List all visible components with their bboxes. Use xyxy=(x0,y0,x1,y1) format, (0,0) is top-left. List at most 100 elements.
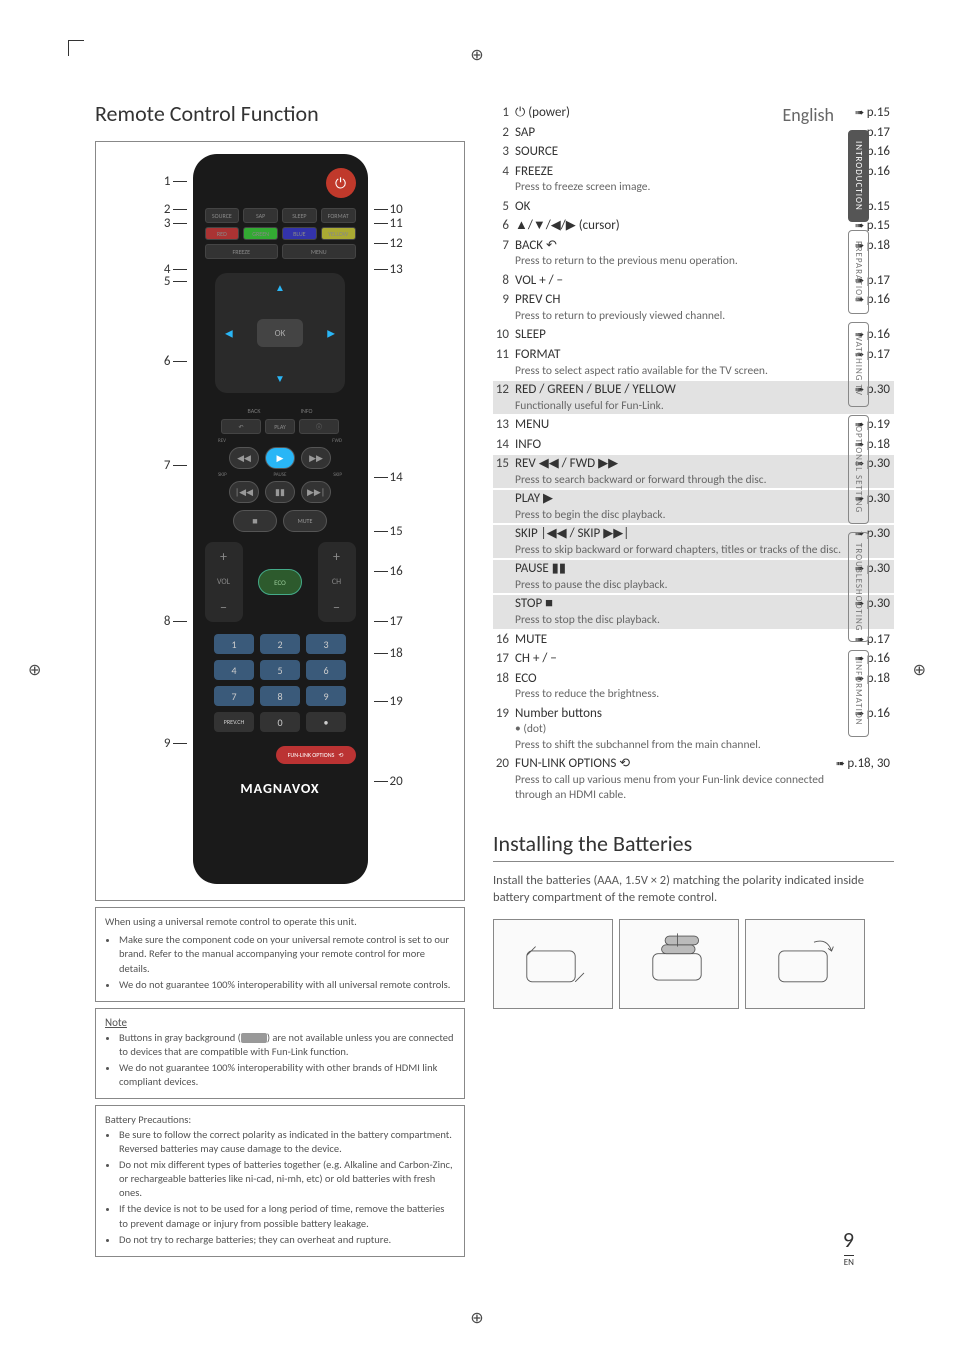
ref-item-15-2: SKIP |◀◀ / SKIP ▶▶|Press to skip backwar… xyxy=(493,525,894,558)
num-5: 5 xyxy=(260,660,300,680)
ref-item-19: 19Number buttons• (dot)Press to shift th… xyxy=(493,705,894,754)
right-column: 1⏻ (power)p.152SAPp.173SOURCEp.164FREEZE… xyxy=(493,100,894,1257)
registration-mark-right: ⊕ xyxy=(913,660,926,680)
callout-3: 3 xyxy=(164,216,187,231)
num-0: 0 xyxy=(260,712,300,732)
callout-12: 12 xyxy=(374,236,403,251)
tab-preparation: PREPARATION xyxy=(848,230,869,314)
callout-2: 2 xyxy=(164,202,187,217)
ch-rocker: +CH− xyxy=(318,542,356,622)
ref-item-15-1: PLAY ▶Press to begin the disc playback.p… xyxy=(493,490,894,523)
battery-precautions-box: Battery Precautions: Be sure to follow t… xyxy=(95,1105,465,1257)
brand-logo: MAGNAVOX xyxy=(240,780,319,797)
num-9: 9 xyxy=(306,686,346,706)
callout-7: 7 xyxy=(164,458,187,473)
ok-button: OK xyxy=(257,319,303,347)
ref-item-17: 17CH + / −p.16 xyxy=(493,650,894,668)
callout-18: 18 xyxy=(374,646,403,661)
ref-item-7: 7BACK ↶Press to return to the previous m… xyxy=(493,237,894,270)
callout-15: 15 xyxy=(374,524,403,539)
ref-item-20: 20FUN-LINK OPTIONS ⟲Press to call up var… xyxy=(493,755,894,804)
registration-mark-top: ⊕ xyxy=(470,45,483,65)
battery-step-2 xyxy=(619,919,739,1009)
registration-mark-left: ⊕ xyxy=(28,660,41,680)
remote-btn-green: GREEN xyxy=(243,227,278,240)
remote-diagram: 123456789 ⏻ SOURCESAPSLEEPFORMAT REDGREE… xyxy=(95,141,465,901)
callout-17: 17 xyxy=(374,614,403,629)
num-3: 3 xyxy=(306,634,346,654)
callout-6: 6 xyxy=(164,354,187,369)
note-box: Note Buttons in gray background () are n… xyxy=(95,1008,465,1100)
button-reference-list: 1⏻ (power)p.152SAPp.173SOURCEp.164FREEZE… xyxy=(493,104,894,804)
callout-5: 5 xyxy=(164,274,187,289)
ref-item-2: 2SAPp.17 xyxy=(493,124,894,142)
ref-item-9: 9PREV CHPress to return to previously vi… xyxy=(493,291,894,324)
page-number: 9 EN xyxy=(843,1229,854,1270)
callout-11: 11 xyxy=(374,216,403,231)
num-6: 6 xyxy=(306,660,346,680)
callout-19: 19 xyxy=(374,694,403,709)
callout-14: 14 xyxy=(374,470,403,485)
num-7: 7 xyxy=(214,686,254,706)
tab-introduction: INTRODUCTION xyxy=(848,130,869,222)
ref-item-5: 5OKp.15 xyxy=(493,198,894,216)
gray-button-note: Buttons in gray background () are not av… xyxy=(119,1031,455,1059)
tab-watching-tv: WATCHING TV xyxy=(848,322,869,407)
callout-8: 8 xyxy=(164,614,187,629)
ref-item-14: 14INFOp.18 xyxy=(493,436,894,454)
ref-item-4: 4FREEZEPress to freeze screen image.p.16 xyxy=(493,163,894,196)
callout-10: 10 xyxy=(374,202,403,217)
remote-btn-sleep: SLEEP xyxy=(282,208,317,223)
battery-step-3 xyxy=(745,919,865,1009)
tab-information: INFORMATION xyxy=(848,650,869,737)
gray-swatch-icon xyxy=(241,1033,267,1043)
remote-btn-format: FORMAT xyxy=(321,208,356,223)
funlink-button: FUN-LINK OPTIONS ⟲ xyxy=(276,746,356,764)
ref-item-15-4: STOP ■Press to stop the disc playback.p.… xyxy=(493,595,894,628)
vol-ch-row: +VOL− ECO +CH− xyxy=(205,542,356,622)
tab-troubleshooting: TROUBLESHOOTING xyxy=(848,532,869,642)
num-4: 4 xyxy=(214,660,254,680)
remote-btn-yellow: YELLOW xyxy=(321,227,356,240)
universal-remote-note: When using a universal remote control to… xyxy=(95,907,465,1002)
tab-optional-setting: OPTIONAL SETTING xyxy=(848,415,869,524)
battery-step-1 xyxy=(493,919,613,1009)
number-pad: 123456789PREV.CH0• xyxy=(214,634,346,732)
section-tabs: INTRODUCTION PREPARATION WATCHING TV OPTION… xyxy=(848,130,869,737)
num-8: 8 xyxy=(260,686,300,706)
eco-button: ECO xyxy=(258,569,302,595)
remote-btn-freeze: FREEZE xyxy=(205,244,279,259)
ref-item-16: 16MUTEp.17 xyxy=(493,631,894,649)
remote-body: ⏻ SOURCESAPSLEEPFORMAT REDGREENBLUEYELLO… xyxy=(193,154,368,884)
color-button-row: REDGREENBLUEYELLOW xyxy=(205,227,356,240)
num-1: 1 xyxy=(214,634,254,654)
playback-cluster: REVFWD ◀◀▶▶▶ SKIPPAUSESKIP |◀◀▮▮▶▶| ■MUT… xyxy=(210,438,350,532)
top-button-row: SOURCESAPSLEEPFORMAT xyxy=(205,208,356,223)
registration-mark-bottom: ⊕ xyxy=(470,1308,483,1328)
batteries-text: Install the batteries (AAA, 1.5V × 2) ma… xyxy=(493,872,894,907)
ref-item-15-0: 15REV ◀◀ / FWD ▶▶Press to search backwar… xyxy=(493,455,894,488)
left-column: Remote Control Function 123456789 ⏻ SOUR… xyxy=(95,100,465,1257)
crop-mark xyxy=(68,40,84,56)
callout-16: 16 xyxy=(374,564,403,579)
back-info-buttons: ↶ PLAY ⓘ xyxy=(205,419,356,434)
power-button: ⏻ xyxy=(326,168,356,198)
battery-illustrations xyxy=(493,919,894,1009)
ref-item-15-3: PAUSE ▮▮Press to pause the disc playback… xyxy=(493,560,894,593)
ref-item-6: 6▲/▼/◀/▶ (cursor)p.15 xyxy=(493,217,894,235)
back-info-row: BACK INFO xyxy=(205,407,356,415)
freeze-menu-row: FREEZEMENU xyxy=(205,244,356,259)
ref-item-18: 18ECOPress to reduce the brightness.p.18 xyxy=(493,670,894,703)
callout-1: 1 xyxy=(164,174,187,189)
num-•: • xyxy=(306,712,346,732)
vol-rocker: +VOL− xyxy=(205,542,243,622)
remote-btn-menu: MENU xyxy=(282,244,356,259)
remote-btn-source: SOURCE xyxy=(205,208,240,223)
batteries-title: Installing the Batteries xyxy=(493,830,894,862)
navigation-ring: ▲▼ ◀▶ OK xyxy=(215,273,345,393)
ref-item-10: 10SLEEPp.16 xyxy=(493,326,894,344)
callout-20: 20 xyxy=(374,774,403,789)
callout-9: 9 xyxy=(164,736,187,751)
remote-btn-blue: BLUE xyxy=(282,227,317,240)
ref-item-8: 8VOL + / −p.17 xyxy=(493,272,894,290)
